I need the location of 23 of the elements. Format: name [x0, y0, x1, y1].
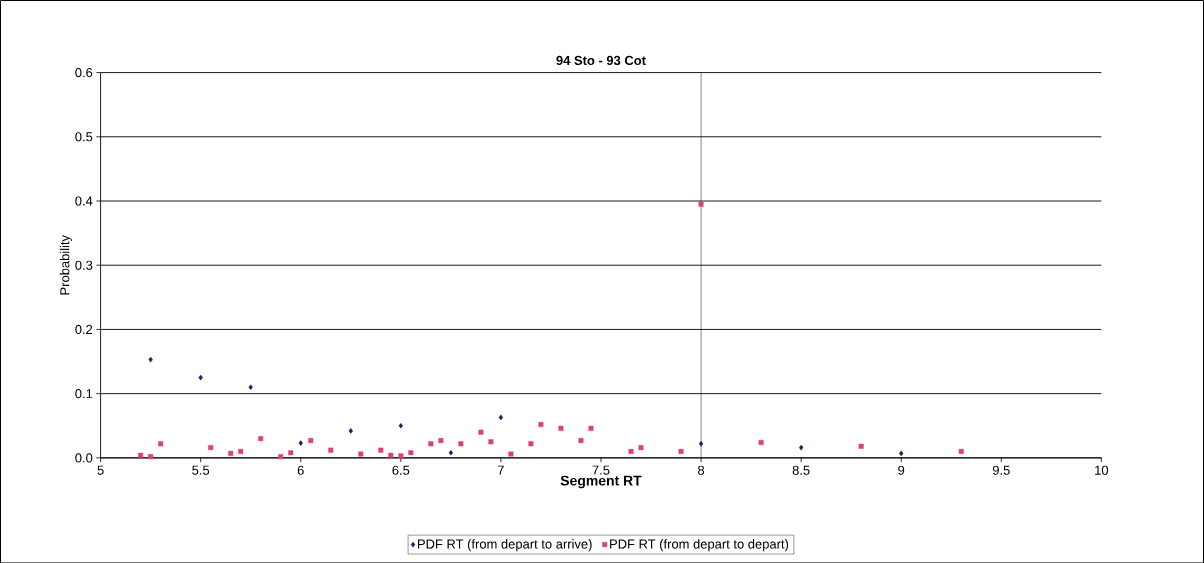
legend-label: PDF RT (from depart to arrive) [418, 538, 592, 551]
legend-label: PDF RT (from depart to depart) [610, 538, 789, 551]
x-tick-label: 6 [297, 465, 304, 475]
x-tick-label: 5 [97, 465, 104, 475]
y-tick-label: 0.2 [75, 324, 93, 334]
y-tick-label: 0.3 [75, 260, 93, 270]
x-tick-label: 8.5 [792, 465, 810, 475]
y-axis-title: Probability [59, 234, 72, 295]
y-tick-label: 0.6 [75, 67, 93, 77]
y-tick-label: 0.4 [75, 196, 93, 206]
x-tick-label: 7 [497, 465, 504, 475]
y-tick-label: 0.1 [75, 388, 93, 399]
y-tick-label: 0.0 [75, 453, 93, 463]
y-tick-label: 0.5 [75, 131, 93, 142]
x-tick-label: 7.5 [592, 465, 610, 475]
x-tick-label: 5.5 [192, 465, 210, 475]
x-tick-label: 9.5 [992, 465, 1010, 475]
x-tick-label: 10 [1095, 465, 1109, 475]
x-axis-title: Segment RT [560, 475, 642, 489]
x-tick-label: 8 [698, 465, 705, 475]
x-tick-label: 6.5 [392, 465, 410, 475]
x-tick-label: 9 [898, 465, 905, 475]
chart-title: 94 Sto - 93 Cot [556, 55, 646, 65]
